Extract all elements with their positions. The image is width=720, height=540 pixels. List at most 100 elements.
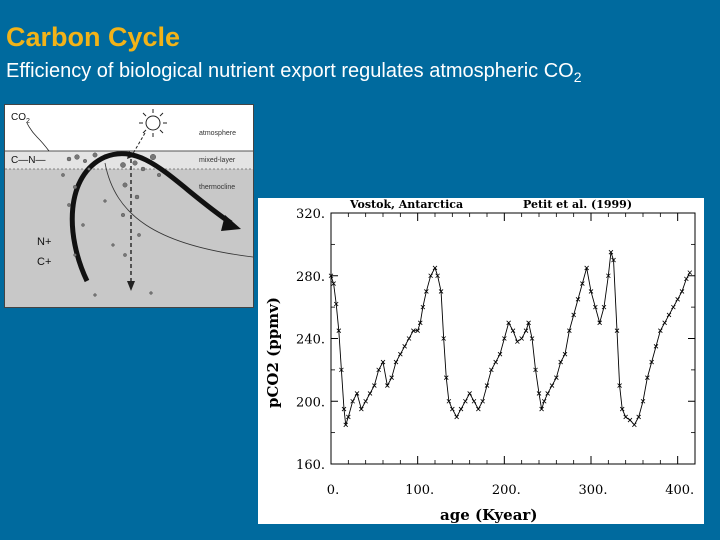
atmosphere-layer [5, 105, 253, 151]
co2-data-point [658, 328, 663, 333]
co2-data-point [350, 398, 355, 404]
co2-data-point [398, 351, 403, 357]
co2-data-point [354, 391, 360, 396]
co2-data-point [441, 336, 446, 341]
slide-subtitle: Efficiency of biological nutrient export… [6, 60, 582, 85]
co2-data-point [584, 265, 589, 271]
co2-data-point [463, 398, 468, 404]
mixed-layer-band [5, 151, 253, 169]
co2-data-point [606, 273, 611, 279]
subtitle-subscript: 2 [573, 69, 582, 85]
co2-data-point [359, 406, 364, 412]
co2-data-point [619, 406, 625, 412]
co2-data-point [420, 304, 426, 310]
x-tick-label: 200. [492, 483, 521, 498]
co2-data-point [393, 359, 399, 365]
co2-data-point [562, 351, 568, 357]
y-tick-label: 320. [296, 207, 325, 222]
co2-data-point [438, 289, 444, 294]
co2-data-point [331, 281, 336, 286]
co2-data-point [424, 289, 429, 294]
chart-series [328, 249, 693, 428]
co2-data-point [497, 351, 503, 357]
co2-data-point [417, 320, 423, 326]
co2-data-point [549, 383, 555, 388]
x-tick-label: 300. [579, 483, 608, 498]
co2-data-point [687, 270, 693, 275]
y-axis-title: pCO2 (ppmv) [264, 297, 282, 408]
co2-data-point [376, 367, 381, 373]
co2-data-point [671, 304, 676, 310]
co2-data-point [385, 383, 390, 388]
n-plus-label: N+ [37, 236, 51, 248]
co2-data-point [372, 383, 377, 388]
co2-label: CO2 [11, 112, 30, 125]
co2-data-point [443, 375, 449, 381]
co2-data-point [484, 383, 490, 388]
particles [61, 152, 161, 297]
co2-data-point [662, 320, 667, 326]
co2-data-point [623, 414, 628, 420]
co2-data-point [515, 339, 520, 344]
co2-data-point [545, 391, 550, 396]
co2-data-point [649, 359, 654, 365]
co2-data-point [536, 391, 542, 396]
vostok-co2-chart: Vostok, Antarctica Petit et al. (1999) 1… [258, 198, 704, 524]
carbon-cycle-diagram: CO2 C—N— N+ C+ atmosphere mixed-layer th… [4, 104, 254, 308]
co2-data-point [632, 422, 637, 428]
co2-data-point [346, 414, 351, 420]
co2-series-line [330, 252, 691, 426]
co2-data-point [580, 281, 585, 286]
co2-data-point [363, 398, 368, 404]
slide-title: Carbon Cycle [6, 22, 181, 52]
source-label: Petit et al. (1999) [523, 198, 632, 211]
co2-data-point [666, 312, 672, 318]
co2-data-point [608, 249, 614, 255]
co2-data-point [333, 301, 339, 307]
co2-data-point [529, 336, 535, 341]
co2-data-point [636, 414, 641, 420]
co2-data-point [567, 328, 572, 333]
co2-data-point [571, 312, 576, 318]
co2-data-point [601, 304, 607, 310]
co2-data-point [343, 422, 349, 428]
y-tick-label: 200. [296, 395, 325, 410]
co2-data-point [645, 375, 650, 381]
co2-data-point [402, 344, 407, 349]
co2-data-point [454, 414, 459, 420]
co2-data-point [480, 398, 485, 404]
co2-data-point [575, 296, 581, 302]
co2-data-point [493, 359, 498, 365]
co2-data-point [510, 328, 516, 333]
co2-data-point [597, 320, 602, 326]
chart-ticks: 160. 200. 240. 280. 320. 0. 100. 200. 300. 400. [296, 207, 695, 498]
co2-data-point [336, 328, 342, 333]
co2-data-point [446, 398, 452, 404]
co2-data-point [467, 391, 472, 396]
c-plus-label: C+ [37, 256, 51, 268]
y-tick-label: 240. [296, 333, 325, 348]
plot-frame [330, 212, 696, 465]
co2-data-point [611, 257, 616, 263]
x-axis-title: age (Kyear) [440, 506, 537, 524]
co2-data-point [675, 296, 680, 302]
co2-data-point [428, 273, 433, 279]
co2-data-point [684, 276, 689, 282]
x-tick-label: 100. [405, 483, 434, 498]
export-arrow-head [221, 215, 241, 231]
co2-data-point [406, 336, 412, 341]
co2-data-point [523, 328, 529, 333]
co2-data-point [533, 367, 538, 373]
co2-data-point [539, 406, 544, 412]
co2-data-point [614, 328, 620, 333]
co2-data-point [627, 417, 633, 423]
co2-data-point [458, 406, 464, 412]
location-label: Vostok, Antarctica [349, 198, 463, 211]
x-tick-label: 0. [327, 483, 339, 498]
mixed-layer-label: mixed-layer [199, 157, 236, 164]
atmosphere-label: atmosphere [199, 130, 236, 137]
sinking-arrow-head [127, 281, 135, 291]
co2-data-point [679, 289, 685, 294]
co2-data-point [450, 406, 455, 412]
co2-data-point [506, 320, 511, 326]
